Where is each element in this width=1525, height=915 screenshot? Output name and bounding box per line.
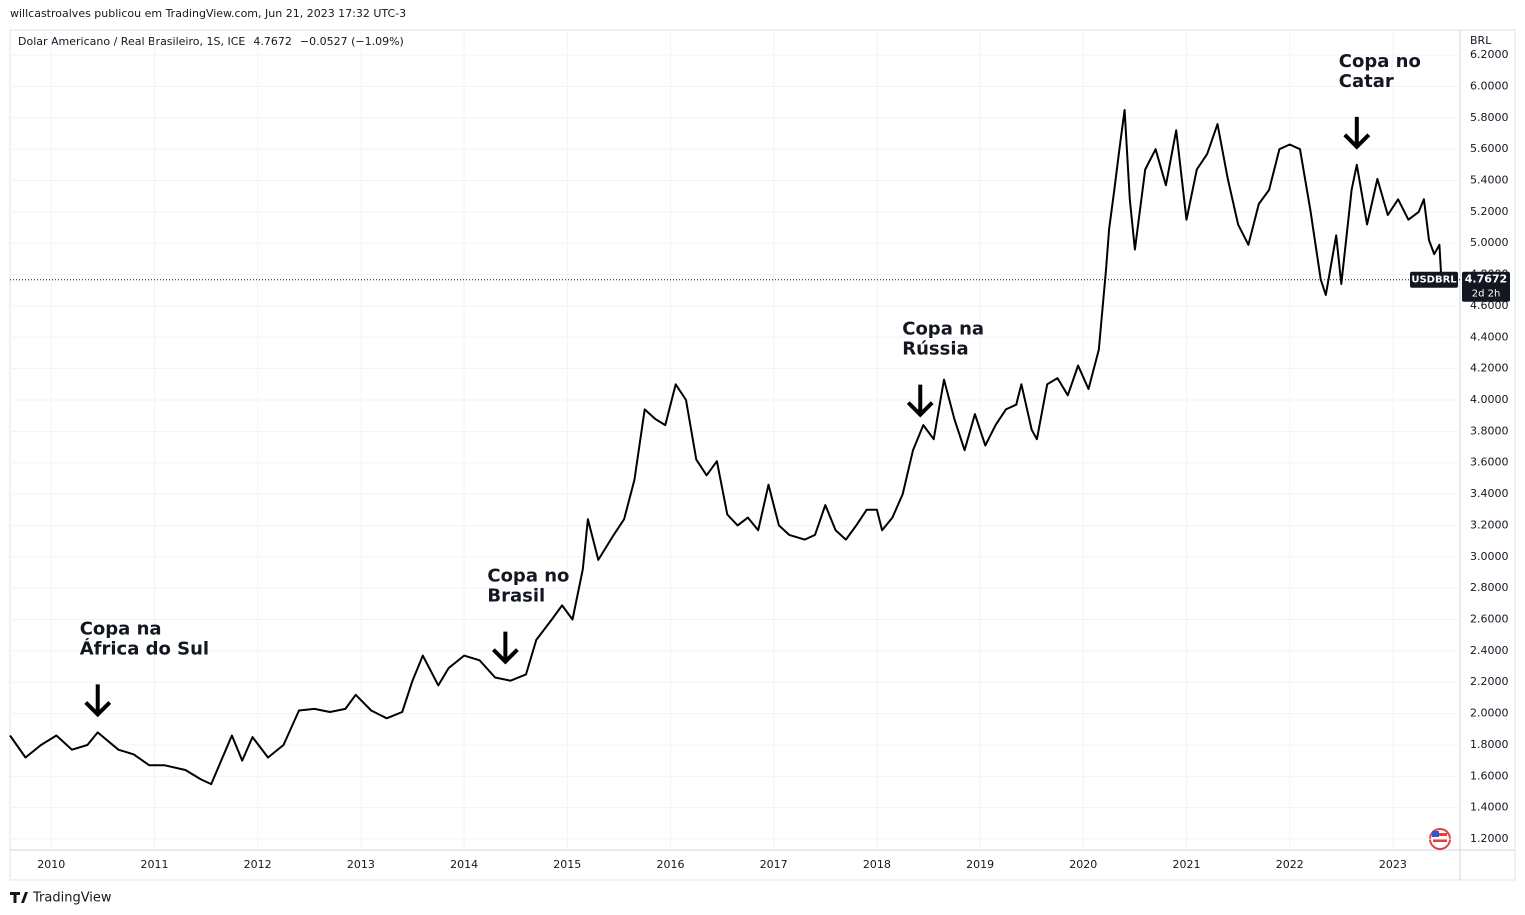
price-label: 4.7672 bbox=[1465, 273, 1507, 286]
x-tick-label: 2014 bbox=[450, 858, 478, 871]
y-tick-label: 3.6000 bbox=[1470, 456, 1509, 469]
x-tick-label: 2015 bbox=[553, 858, 581, 871]
annotation-text: Catar bbox=[1339, 71, 1394, 92]
y-tick-label: 2.0000 bbox=[1470, 707, 1509, 720]
y-tick-label: 3.4000 bbox=[1470, 487, 1509, 500]
brand: TradingView bbox=[32, 891, 112, 906]
price-line bbox=[9, 109, 1443, 786]
x-tick-label: 2023 bbox=[1379, 858, 1407, 871]
y-tick-label: 5.4000 bbox=[1470, 174, 1509, 187]
annotation-arrow bbox=[1343, 116, 1371, 150]
y-tick-label: 4.2000 bbox=[1470, 362, 1509, 375]
symbol-badge bbox=[1410, 271, 1458, 288]
y-tick-label: 4.0000 bbox=[1470, 393, 1509, 406]
y-tick-label: 2.2000 bbox=[1470, 675, 1509, 688]
annotation-text: Copa na bbox=[80, 618, 162, 639]
y-tick-label: 1.4000 bbox=[1470, 801, 1509, 814]
y-tick-label: 5.0000 bbox=[1470, 236, 1509, 249]
annotation-text: Rússia bbox=[902, 339, 968, 360]
brand-logo bbox=[10, 892, 28, 903]
annotation-text: África do Sul bbox=[80, 637, 209, 659]
annotation-text: Brasil bbox=[487, 586, 545, 607]
x-tick-label: 2011 bbox=[140, 858, 168, 871]
symbol: USDBRL bbox=[1411, 275, 1457, 286]
y-tick-label: 2.8000 bbox=[1470, 581, 1509, 594]
last-value: 4.7672 bbox=[253, 35, 292, 48]
x-tick-label: 2017 bbox=[760, 858, 788, 871]
y-tick-label: 4.4000 bbox=[1470, 330, 1509, 343]
y-tick-label: 1.8000 bbox=[1470, 738, 1509, 751]
x-tick-label: 2022 bbox=[1276, 858, 1304, 871]
annotation-text: Copa na bbox=[902, 319, 984, 340]
annotation-text: Copa no bbox=[1339, 51, 1421, 72]
y-tick-label: 5.2000 bbox=[1470, 205, 1509, 218]
y-tick-label: 3.0000 bbox=[1470, 550, 1509, 563]
annotation-arrow bbox=[491, 631, 519, 665]
chart-title: Dolar Americano / Real Brasileiro, 1S, I… bbox=[18, 35, 245, 48]
x-tick-label: 2012 bbox=[244, 858, 272, 871]
y-tick-label: 2.6000 bbox=[1470, 613, 1509, 626]
x-tick-label: 2016 bbox=[656, 858, 684, 871]
x-tick-label: 2020 bbox=[1069, 858, 1097, 871]
x-tick-label: 2019 bbox=[966, 858, 994, 871]
x-tick-label: 2013 bbox=[347, 858, 375, 871]
y-tick-label: 6.0000 bbox=[1470, 79, 1509, 92]
y-tick-label: 1.2000 bbox=[1470, 832, 1509, 845]
y-tick-label: 6.2000 bbox=[1470, 48, 1509, 61]
x-tick-label: 2018 bbox=[863, 858, 891, 871]
y-tick-label: 4.6000 bbox=[1470, 299, 1509, 312]
y-axis-label: BRL bbox=[1470, 34, 1492, 47]
y-tick-label: 1.6000 bbox=[1470, 769, 1509, 782]
y-tick-label: 3.8000 bbox=[1470, 424, 1509, 437]
price-badge bbox=[1462, 271, 1510, 302]
y-tick-label: 5.8000 bbox=[1470, 111, 1509, 124]
annotation-arrow bbox=[906, 384, 934, 418]
annotation-arrow bbox=[84, 684, 112, 718]
grid bbox=[10, 30, 1460, 850]
y-tick-label: 2.4000 bbox=[1470, 644, 1509, 657]
annotation-text: Copa no bbox=[487, 566, 569, 587]
countdown: 2d 2h bbox=[1472, 289, 1501, 300]
x-tick-label: 2010 bbox=[37, 858, 65, 871]
y-tick-label: 5.6000 bbox=[1470, 142, 1509, 155]
x-tick-label: 2021 bbox=[1173, 858, 1201, 871]
frame bbox=[9, 29, 1516, 881]
y-tick-label: 3.2000 bbox=[1470, 518, 1509, 531]
change: −0.0527 (−1.09%) bbox=[300, 35, 404, 48]
publisher: willcastroalves publicou em TradingView.… bbox=[10, 7, 406, 20]
